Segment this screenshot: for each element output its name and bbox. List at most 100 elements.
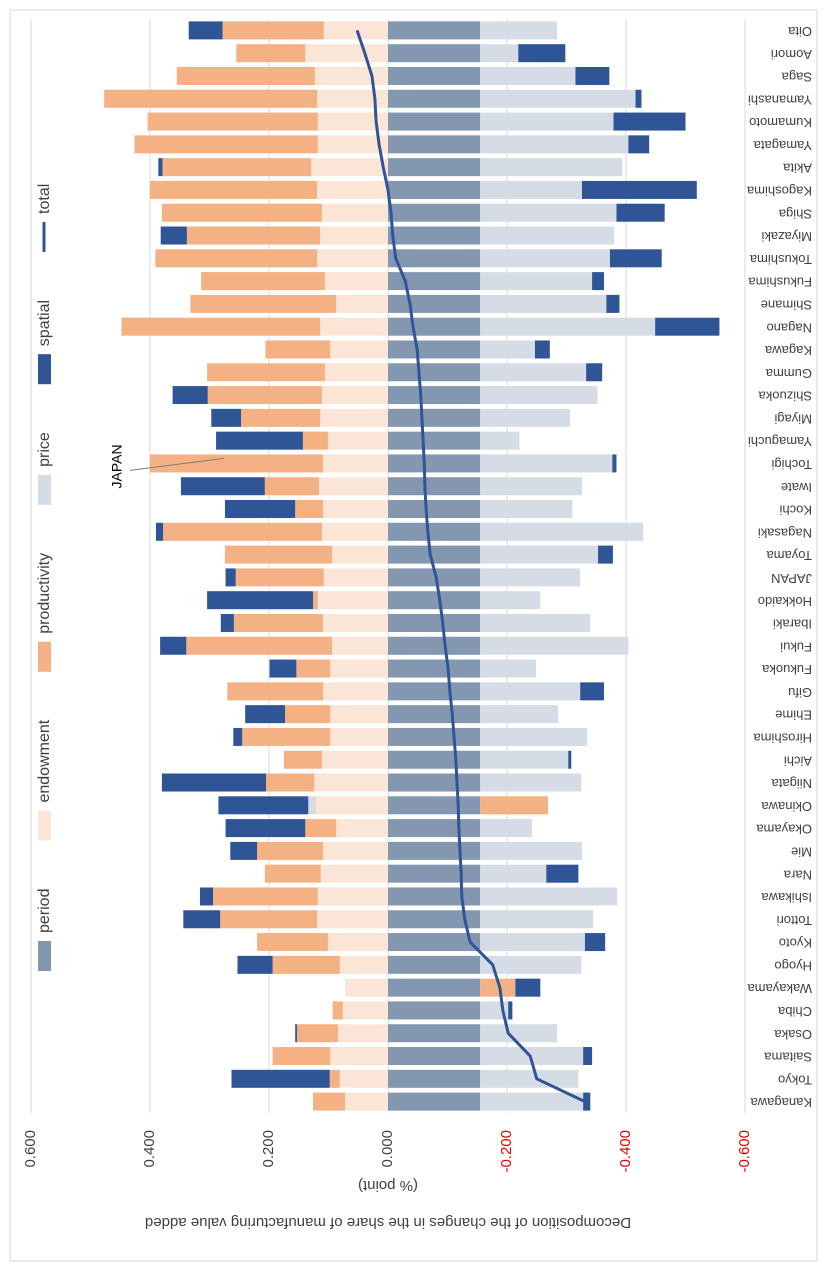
bar-segment [318, 477, 389, 496]
bar-segment [264, 477, 319, 496]
bar-segment [480, 659, 537, 678]
bar-segment [336, 294, 388, 313]
bar-segment [323, 454, 388, 473]
x-tick-label: Niigata [771, 776, 812, 791]
bar-segment [480, 21, 557, 40]
bar-segment [480, 408, 571, 427]
bar-segment [220, 613, 234, 632]
bar-segment [606, 294, 620, 313]
bar-segment [388, 819, 481, 838]
bar-segment [388, 910, 481, 929]
bar-segment [480, 910, 594, 929]
bar-segment [190, 294, 337, 313]
bar-segment [534, 340, 550, 359]
bar-segment [388, 1024, 481, 1043]
bar-segment [388, 89, 481, 108]
x-tick-label: Tottori [776, 913, 812, 928]
bar-segment [388, 317, 481, 336]
bar-segment [480, 773, 582, 792]
bar-segment [388, 408, 481, 427]
bar-segment [296, 659, 331, 678]
bar-segment [224, 545, 333, 564]
bar-segment [388, 591, 481, 610]
bar-segment [480, 522, 644, 541]
bar-segment [580, 682, 604, 701]
bar-segment [388, 545, 481, 564]
bar-segment [388, 1047, 481, 1066]
bar-segment [388, 1069, 481, 1088]
bar-segment [388, 21, 481, 40]
bar-segment [388, 180, 481, 199]
legend-marker [38, 474, 51, 505]
legend-label: endowment [36, 719, 53, 802]
x-tick-label: Gifu [788, 685, 812, 700]
bar-segment [480, 682, 581, 701]
x-tick-label: Kagoshima [746, 184, 812, 199]
y-tick-label: -0.600 [736, 1130, 753, 1173]
bar-segment [332, 545, 389, 564]
bar-segment [314, 773, 388, 792]
bar-segment [480, 933, 585, 952]
bar-segment [388, 682, 481, 701]
x-tick-label: Wakayama [747, 981, 812, 996]
bar-segment [388, 477, 481, 496]
bar-segment [480, 317, 656, 336]
bar-segment [180, 477, 265, 496]
bar-segment [480, 568, 581, 587]
bar-segment [480, 44, 519, 63]
axis-unit: (% point) [358, 1177, 418, 1194]
bar-segment [581, 180, 697, 199]
bar-segment [635, 89, 642, 108]
x-tick-label: Shiga [778, 206, 812, 221]
bar-segment [480, 180, 582, 199]
x-tick-label: Aomori [771, 47, 812, 62]
bar-segment [546, 864, 579, 883]
bar-segment [231, 1069, 330, 1088]
x-tick-label: Yamagata [753, 138, 812, 153]
bar-segment [339, 1069, 388, 1088]
bar-segment [388, 841, 481, 860]
bar-segment [321, 522, 388, 541]
bar-segment [285, 705, 331, 724]
bar-segment [314, 66, 388, 85]
x-tick-label: Hokkaido [758, 594, 812, 609]
x-tick-label: JAPAN [771, 571, 812, 586]
x-tick-label: Okayama [756, 822, 812, 837]
bar-segment [480, 363, 587, 382]
bar-segment [163, 522, 322, 541]
bar-segment [388, 112, 481, 131]
bar-segment [308, 796, 317, 815]
bar-segment [480, 545, 599, 564]
bar-segment [320, 864, 389, 883]
y-tick-label: -0.400 [617, 1130, 634, 1173]
x-tick-label: Nagasaki [758, 525, 812, 540]
bar-segment [150, 180, 318, 199]
y-tick-label: 0.400 [141, 1130, 158, 1168]
bar-segment [388, 135, 481, 154]
y-tick-label: -0.200 [498, 1130, 515, 1173]
bar-segment [480, 112, 614, 131]
bar-segment [339, 955, 388, 974]
bar-segment [480, 727, 588, 746]
bar-segment [508, 1001, 513, 1020]
bar-segment [480, 500, 573, 519]
bar-segment [332, 1001, 343, 1020]
bar-segment [388, 158, 481, 177]
bar-segment [388, 522, 481, 541]
bar-segment [388, 705, 481, 724]
bar-segment [213, 887, 318, 906]
bar-segment [320, 408, 389, 427]
bar-segment [583, 1047, 593, 1066]
legend-marker [38, 810, 51, 841]
bar-segment [104, 89, 318, 108]
bar-segment [575, 66, 610, 85]
bar-segment [583, 1092, 591, 1111]
bar-segment [321, 203, 388, 222]
bar-segment [388, 226, 481, 245]
bar-segment [518, 44, 566, 63]
bar-segment [305, 44, 389, 63]
bar-segment [207, 363, 325, 382]
x-tick-label: Kanagawa [750, 1095, 812, 1110]
bar-segment [201, 272, 325, 291]
